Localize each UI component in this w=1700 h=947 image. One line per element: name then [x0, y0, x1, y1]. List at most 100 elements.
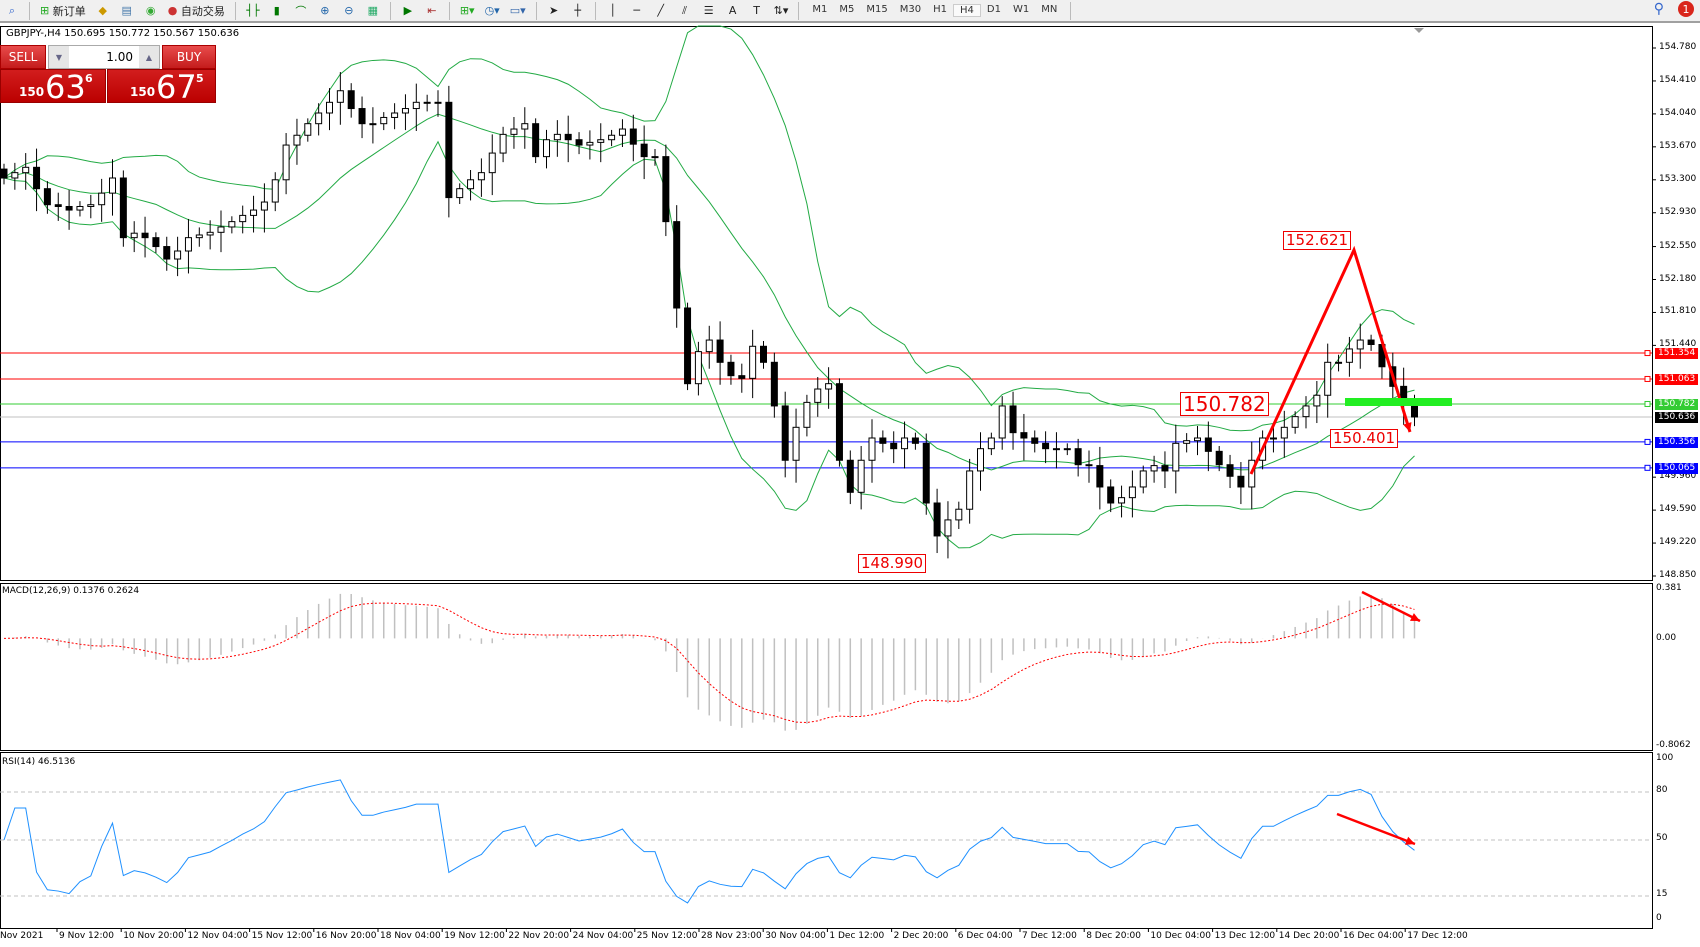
buy-price[interactable]: 150 67 5: [107, 68, 216, 106]
new-order-button[interactable]: ⊞ 新订单: [37, 1, 89, 21]
price-axis-label: 152.180: [1659, 273, 1697, 284]
bull-candle: [901, 437, 909, 450]
lot-increase-button[interactable]: ▲: [139, 46, 159, 68]
timeframe-m1[interactable]: M1: [812, 4, 828, 15]
timeframe-m30[interactable]: M30: [899, 4, 922, 15]
time-axis-label: 6 Dec 04:00: [957, 931, 1013, 941]
chart-canvas[interactable]: [0, 25, 1700, 947]
candlestick-icon[interactable]: ▮: [273, 4, 280, 17]
divider: [234, 1, 236, 20]
bull-candle: [792, 426, 800, 461]
signals-icon[interactable]: ◉: [145, 4, 156, 17]
lot-size-input[interactable]: ▼ 1.00 ▲: [48, 45, 160, 69]
bull-candle: [705, 339, 713, 353]
macd-pane-frame: [0, 583, 1653, 751]
toolbar-right: ⚲ 1: [1654, 1, 1694, 17]
tile-windows-icon[interactable]: ▦: [367, 4, 379, 17]
price-line-label: 150.356: [1655, 436, 1699, 448]
bear-candle: [1204, 437, 1212, 452]
price-axis-label: 149.220: [1659, 537, 1697, 548]
arrows-icon[interactable]: ⇅▾: [773, 4, 789, 17]
divider: [29, 1, 30, 20]
buy-button[interactable]: BUY: [162, 45, 216, 69]
bear-candle: [1042, 442, 1050, 450]
fibonacci-icon[interactable]: ☰: [703, 4, 714, 17]
bear-candle: [684, 307, 692, 385]
annotation-low: 148.990: [858, 554, 927, 573]
bull-candle: [184, 237, 192, 252]
bull-candle: [195, 234, 203, 239]
time-axis-label: 18 Nov 04:00: [380, 931, 441, 941]
horizontal-line-icon[interactable]: ─: [633, 4, 640, 17]
time-axis-label: 8 Dec 20:00: [1086, 931, 1141, 941]
sell-price-point: 6: [85, 72, 93, 85]
text-icon[interactable]: A: [728, 4, 737, 17]
crosshair-icon[interactable]: ┼: [574, 4, 581, 17]
zoom-icon[interactable]: ⌕: [8, 3, 16, 17]
bull-candle: [944, 519, 952, 537]
timeframe-m15[interactable]: M15: [866, 4, 888, 15]
rsi-divergence-arrow: [1336, 812, 1416, 846]
time-axis-label: 16 Nov 20:00: [315, 931, 377, 941]
time-axis-label: 2 Dec 20:00: [893, 931, 949, 941]
terminal-icon[interactable]: ▤: [121, 4, 132, 17]
bear-candle: [911, 437, 919, 444]
bull-candle: [1052, 448, 1060, 451]
bear-candle: [152, 237, 160, 248]
bollinger-upper: [3, 25, 1415, 432]
line-chart-icon[interactable]: ⌒: [295, 4, 307, 18]
bull-candle: [977, 448, 984, 472]
equidistant-channel-icon[interactable]: ⫽: [682, 3, 688, 17]
bull-candle: [1302, 405, 1310, 418]
rsi-axis-label: 15: [1656, 889, 1668, 899]
zoom-in-icon[interactable]: ⊕: [320, 4, 330, 17]
timeframe-d1[interactable]: D1: [986, 4, 1001, 15]
line-handle: [1644, 464, 1651, 471]
bar-chart-icon[interactable]: ┤├: [246, 4, 260, 17]
history-icon[interactable]: ◆: [98, 4, 107, 17]
chart-shift-marker: [1414, 28, 1424, 33]
lot-decrease-button[interactable]: ▼: [49, 46, 69, 68]
vertical-line-icon[interactable]: │: [609, 4, 616, 17]
time-axis-label: 10 Dec 04:00: [1150, 931, 1211, 941]
trend-arrow-zigzag: [1249, 245, 1412, 475]
auto-scroll-icon[interactable]: ▶: [403, 4, 413, 17]
sell-price[interactable]: 150 63 6: [0, 68, 106, 106]
bull-candle: [22, 166, 30, 174]
bull-candle: [467, 179, 475, 190]
bull-candle: [597, 139, 605, 143]
trendline-icon[interactable]: ╱: [657, 4, 664, 17]
bear-candle: [1031, 437, 1039, 444]
search-icon[interactable]: ⚲: [1653, 1, 1664, 17]
timeframe-m5[interactable]: M5: [839, 4, 855, 15]
notification-badge[interactable]: 1: [1678, 1, 1694, 17]
bull-candle: [499, 133, 507, 154]
time-axis-label: 30 Nov 04:00: [765, 931, 826, 941]
new-order-label: 新订单: [52, 4, 86, 18]
bear-candle: [1074, 448, 1082, 466]
line-handle: [1644, 400, 1651, 407]
auto-trading-icon: ●: [167, 4, 178, 17]
time-axis-label: 7 Dec 12:00: [1022, 931, 1077, 941]
price-axis-label: 151.440: [1659, 339, 1697, 350]
price-line-label: 150.782: [1655, 398, 1699, 410]
price-axis-label: 154.780: [1659, 42, 1697, 52]
lot-value[interactable]: 1.00: [106, 50, 133, 64]
bear-candle: [1107, 486, 1115, 504]
chart-shift-icon[interactable]: ⇤: [427, 4, 437, 17]
sell-button[interactable]: SELL: [0, 45, 46, 69]
timeframe-h1[interactable]: H1: [933, 4, 947, 15]
text-label-icon[interactable]: T: [753, 4, 760, 17]
timeframe-w1[interactable]: W1: [1012, 4, 1030, 15]
timeframe-h4[interactable]: H4: [952, 4, 981, 17]
auto-trading-button[interactable]: ● 自动交易: [165, 1, 228, 21]
timeframe-mn[interactable]: MN: [1041, 4, 1058, 15]
templates-icon[interactable]: ▭▾: [509, 4, 526, 17]
cursor-icon[interactable]: ➤: [549, 4, 559, 17]
annotation-retest: 150.401: [1330, 429, 1399, 448]
price-axis-label: 153.670: [1659, 140, 1697, 151]
periods-icon[interactable]: ◷▾: [484, 4, 500, 17]
zoom-out-icon[interactable]: ⊖: [344, 4, 354, 17]
indicators-icon[interactable]: ⊞▾: [459, 4, 475, 17]
bull-candle: [1356, 339, 1364, 350]
